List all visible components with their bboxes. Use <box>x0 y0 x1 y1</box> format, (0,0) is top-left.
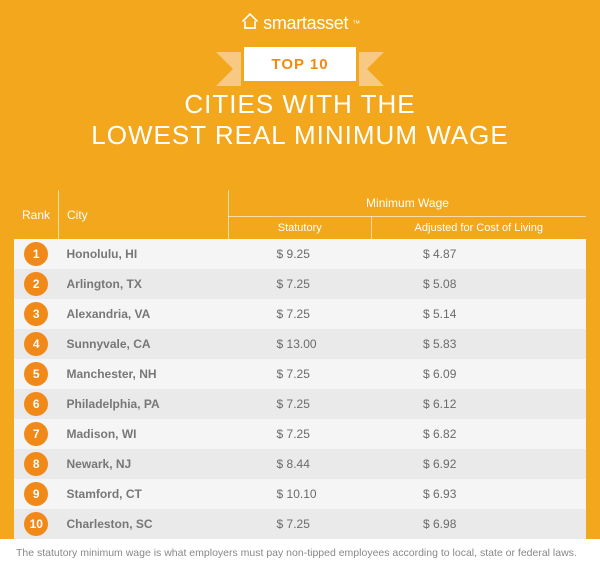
rank-badge: 3 <box>24 302 48 326</box>
table-row: 9 Stamford, CT$ 10.10$ 6.93 <box>14 479 586 509</box>
table-row: 2 Arlington, TX$ 7.25$ 5.08 <box>14 269 586 299</box>
city-cell: Manchester, NH <box>59 359 229 389</box>
statutory-cell: $ 13.00 <box>229 329 371 359</box>
statutory-cell: $ 9.25 <box>229 239 371 269</box>
adjusted-cell: $ 6.09 <box>371 359 586 389</box>
ribbon-label: TOP 10 <box>244 47 356 81</box>
table-row: 10 Charleston, SC$ 7.25$ 6.98 <box>14 509 586 539</box>
table-row: 8 Newark, NJ$ 8.44$ 6.92 <box>14 449 586 479</box>
rank-cell: 8 <box>14 449 59 479</box>
city-cell: Stamford, CT <box>59 479 229 509</box>
table-body: 1Honolulu, HI$ 9.25$ 4.872Arlington, TX$… <box>14 239 586 539</box>
statutory-cell: $ 8.44 <box>229 449 371 479</box>
table-row: 3 Alexandria, VA$ 7.25$ 5.14 <box>14 299 586 329</box>
infographic-wrap: smartasset ™ TOP 10 CITIES WITH THE LOWES… <box>0 0 600 576</box>
adjusted-cell: $ 6.98 <box>371 509 586 539</box>
rank-cell: 6 <box>14 389 59 419</box>
adjusted-cell: $ 5.83 <box>371 329 586 359</box>
wage-table: Rank City Minimum Wage Statutory Adjuste… <box>14 190 586 539</box>
statutory-cell: $ 7.25 <box>229 299 371 329</box>
city-cell: Sunnyvale, CA <box>59 329 229 359</box>
adjusted-cell: $ 6.93 <box>371 479 586 509</box>
rank-badge: 10 <box>24 512 48 536</box>
rank-badge: 1 <box>24 242 48 266</box>
col-adjusted: Adjusted for Cost of Living <box>371 217 586 240</box>
adjusted-cell: $ 6.12 <box>371 389 586 419</box>
brand-name: smartasset <box>263 13 348 34</box>
rank-cell: 3 <box>14 299 59 329</box>
city-cell: Philadelphia, PA <box>59 389 229 419</box>
statutory-cell: $ 10.10 <box>229 479 371 509</box>
col-group-minwage: Minimum Wage <box>229 190 586 217</box>
rank-cell: 5 <box>14 359 59 389</box>
city-cell: Arlington, TX <box>59 269 229 299</box>
title-line-2: LOWEST REAL MINIMUM WAGE <box>91 120 508 150</box>
title-line-1: CITIES WITH THE <box>184 89 415 119</box>
city-cell: Madison, WI <box>59 419 229 449</box>
house-icon <box>240 12 260 35</box>
adjusted-cell: $ 5.08 <box>371 269 586 299</box>
footnote: The statutory minimum wage is what emplo… <box>0 539 600 573</box>
adjusted-cell: $ 5.14 <box>371 299 586 329</box>
rank-badge: 6 <box>24 392 48 416</box>
trademark: ™ <box>352 19 360 28</box>
rank-cell: 7 <box>14 419 59 449</box>
statutory-cell: $ 7.25 <box>229 509 371 539</box>
top10-ribbon: TOP 10 <box>230 47 370 81</box>
table-row: 4 Sunnyvale, CA$ 13.00$ 5.83 <box>14 329 586 359</box>
rank-badge: 5 <box>24 362 48 386</box>
table-row: 5 Manchester, NH$ 7.25$ 6.09 <box>14 359 586 389</box>
rank-cell: 9 <box>14 479 59 509</box>
city-cell: Alexandria, VA <box>59 299 229 329</box>
statutory-cell: $ 7.25 <box>229 269 371 299</box>
table-wrap: Rank City Minimum Wage Statutory Adjuste… <box>0 190 600 539</box>
col-rank: Rank <box>14 190 59 239</box>
rank-badge: 4 <box>24 332 48 356</box>
table-row: 1 Honolulu, HI$ 9.25$ 4.87 <box>14 239 586 269</box>
rank-cell: 4 <box>14 329 59 359</box>
rank-cell: 1 <box>14 239 59 269</box>
rank-cell: 2 <box>14 269 59 299</box>
page-title: CITIES WITH THE LOWEST REAL MINIMUM WAGE <box>0 89 600 151</box>
table-row: 7 Madison, WI$ 7.25$ 6.82 <box>14 419 586 449</box>
statutory-cell: $ 7.25 <box>229 419 371 449</box>
rank-badge: 7 <box>24 422 48 446</box>
statutory-cell: $ 7.25 <box>229 389 371 419</box>
col-city: City <box>59 190 229 239</box>
brand-logo: smartasset ™ <box>0 0 600 35</box>
adjusted-cell: $ 6.82 <box>371 419 586 449</box>
statutory-cell: $ 7.25 <box>229 359 371 389</box>
city-cell: Charleston, SC <box>59 509 229 539</box>
table-row: 6 Philadelphia, PA$ 7.25$ 6.12 <box>14 389 586 419</box>
city-cell: Honolulu, HI <box>59 239 229 269</box>
rank-badge: 9 <box>24 482 48 506</box>
adjusted-cell: $ 4.87 <box>371 239 586 269</box>
table-head: Rank City Minimum Wage Statutory Adjuste… <box>14 190 586 239</box>
city-cell: Newark, NJ <box>59 449 229 479</box>
rank-cell: 10 <box>14 509 59 539</box>
rank-badge: 8 <box>24 452 48 476</box>
col-statutory: Statutory <box>229 217 371 240</box>
adjusted-cell: $ 6.92 <box>371 449 586 479</box>
header: smartasset ™ TOP 10 CITIES WITH THE LOWES… <box>0 0 600 190</box>
rank-badge: 2 <box>24 272 48 296</box>
